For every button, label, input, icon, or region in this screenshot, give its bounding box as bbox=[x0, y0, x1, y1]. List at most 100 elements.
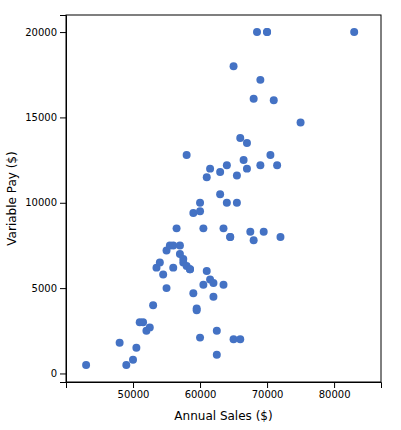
point bbox=[350, 28, 358, 36]
point bbox=[243, 139, 251, 147]
y-tick: 20000 bbox=[25, 27, 66, 38]
point bbox=[233, 199, 241, 207]
point bbox=[246, 228, 254, 236]
point bbox=[233, 171, 241, 179]
point bbox=[169, 264, 177, 272]
point bbox=[243, 165, 251, 173]
point bbox=[196, 334, 204, 342]
point bbox=[176, 241, 184, 249]
x-axis: 50000 60000 70000 80000 bbox=[67, 382, 382, 400]
point bbox=[270, 96, 278, 104]
x-tick: 60000 bbox=[185, 382, 217, 400]
x-tick: 70000 bbox=[252, 382, 284, 400]
point bbox=[250, 236, 258, 244]
point bbox=[186, 265, 194, 273]
point bbox=[149, 301, 157, 309]
point bbox=[196, 207, 204, 215]
point bbox=[209, 293, 217, 301]
point bbox=[213, 327, 221, 335]
x-tick: 80000 bbox=[319, 382, 351, 400]
point bbox=[260, 228, 268, 236]
x-axis-title: Annual Sales ($) bbox=[174, 409, 272, 423]
point bbox=[209, 279, 217, 287]
point bbox=[223, 161, 231, 169]
x-axis-line bbox=[67, 383, 382, 389]
y-tick-mark bbox=[60, 288, 66, 289]
y-tick-mark bbox=[60, 117, 66, 118]
point bbox=[266, 151, 274, 159]
point bbox=[183, 151, 191, 159]
point bbox=[216, 168, 224, 176]
point bbox=[263, 28, 271, 36]
point bbox=[216, 190, 224, 198]
point bbox=[139, 318, 147, 326]
point bbox=[220, 281, 228, 289]
x-tick-mark bbox=[334, 382, 335, 388]
y-tick-mark bbox=[60, 373, 66, 374]
y-axis-title: Variable Pay ($) bbox=[5, 151, 19, 245]
y-tick-label: 15000 bbox=[25, 112, 57, 123]
x-tick-label: 70000 bbox=[252, 389, 284, 400]
point bbox=[196, 199, 204, 207]
point bbox=[263, 28, 271, 36]
point bbox=[173, 224, 181, 232]
x-tick-label: 60000 bbox=[185, 389, 217, 400]
x-tick-mark bbox=[267, 382, 268, 388]
x-tick-label: 50000 bbox=[118, 389, 150, 400]
point bbox=[256, 76, 264, 84]
y-tick-label: 0 bbox=[51, 368, 57, 379]
y-tick-mark bbox=[60, 203, 66, 204]
point bbox=[256, 161, 264, 169]
point bbox=[253, 28, 261, 36]
point bbox=[236, 134, 244, 142]
point bbox=[297, 119, 305, 127]
point bbox=[199, 224, 207, 232]
y-tick: 0 bbox=[51, 368, 66, 379]
point bbox=[213, 351, 221, 359]
point bbox=[163, 284, 171, 292]
points bbox=[82, 28, 358, 369]
plot-frame bbox=[66, 15, 381, 382]
point bbox=[122, 361, 130, 369]
y-axis-line bbox=[60, 16, 67, 383]
chart: 50000 60000 70000 80000 0 5000 10000 15000 20000… bbox=[0, 0, 401, 430]
point bbox=[189, 209, 197, 217]
y-tick-label: 5000 bbox=[32, 283, 57, 294]
point bbox=[199, 281, 207, 289]
point bbox=[189, 289, 197, 297]
point bbox=[82, 361, 90, 369]
x-tick: 50000 bbox=[118, 382, 150, 400]
point bbox=[186, 265, 194, 273]
y-tick-label: 20000 bbox=[25, 27, 57, 38]
point bbox=[226, 233, 234, 241]
point bbox=[146, 323, 154, 331]
point bbox=[273, 161, 281, 169]
y-tick: 15000 bbox=[25, 112, 66, 123]
point bbox=[223, 199, 231, 207]
y-axis: 0 5000 10000 15000 20000 bbox=[25, 16, 66, 383]
point bbox=[220, 224, 228, 232]
x-tick-label: 80000 bbox=[319, 389, 351, 400]
point bbox=[116, 339, 124, 347]
point bbox=[203, 173, 211, 181]
point bbox=[159, 270, 167, 278]
x-tick-mark bbox=[133, 382, 134, 388]
x-tick-mark bbox=[200, 382, 201, 388]
point bbox=[129, 356, 137, 364]
point bbox=[226, 233, 234, 241]
point bbox=[276, 233, 284, 241]
y-tick-label: 10000 bbox=[25, 197, 57, 208]
y-tick: 5000 bbox=[32, 283, 66, 294]
point bbox=[132, 344, 140, 352]
point bbox=[250, 95, 258, 103]
point bbox=[156, 259, 164, 267]
point bbox=[236, 335, 244, 343]
point bbox=[203, 267, 211, 275]
y-tick: 10000 bbox=[25, 197, 66, 208]
y-tick-mark bbox=[60, 32, 66, 33]
point bbox=[240, 156, 248, 164]
plot: 50000 60000 70000 80000 0 5000 10000 15000 20000 bbox=[25, 15, 381, 400]
point bbox=[193, 306, 201, 314]
point bbox=[230, 62, 238, 70]
point bbox=[206, 165, 214, 173]
